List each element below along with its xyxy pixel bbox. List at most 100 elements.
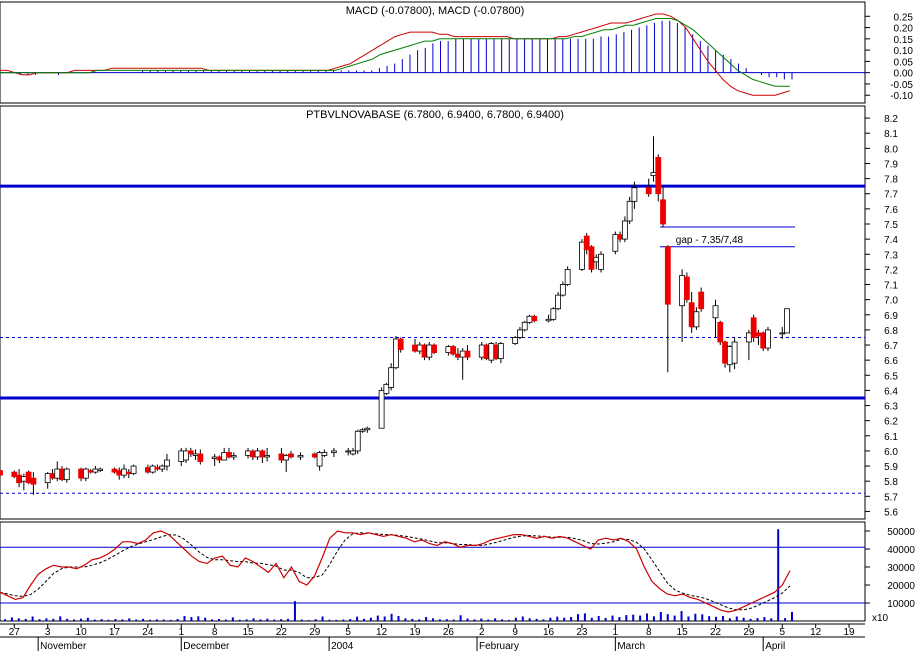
candle-body xyxy=(612,234,619,252)
volume-bar xyxy=(45,618,48,621)
volume-bar xyxy=(79,618,82,621)
price-y-tick-label: 6.7 xyxy=(884,341,898,352)
volume-bar xyxy=(135,619,138,621)
macd-signal-line xyxy=(0,18,790,87)
volume-bar xyxy=(673,615,676,621)
candle-body xyxy=(784,308,790,334)
candle-body xyxy=(121,468,127,476)
price-frame xyxy=(0,105,866,520)
candle-body xyxy=(645,187,652,195)
volume-bar xyxy=(66,618,69,621)
volume-bar xyxy=(349,619,352,621)
volume-bar xyxy=(473,619,476,621)
candle-body xyxy=(144,467,151,473)
candle-body xyxy=(221,452,228,461)
volume-bar xyxy=(314,619,317,621)
month-label: 2004 xyxy=(331,641,354,652)
price-y-tick-label: 6.2 xyxy=(884,417,898,428)
oscillator-line xyxy=(0,530,791,613)
volume-bar xyxy=(721,615,724,621)
volume-bar xyxy=(321,616,324,621)
candle-body xyxy=(359,429,366,432)
candle-body xyxy=(354,430,361,452)
candle-body xyxy=(283,455,290,461)
volume-bar xyxy=(480,618,483,621)
price-y-tick-label: 6.4 xyxy=(884,386,898,397)
volume-bar xyxy=(169,619,172,621)
candle-body xyxy=(59,468,65,481)
volume-bar xyxy=(687,616,690,621)
volume-bar xyxy=(418,619,421,621)
candle-body xyxy=(445,346,452,353)
candle-body xyxy=(731,341,738,364)
day-tick-label: 12 xyxy=(376,627,388,638)
volume-bar xyxy=(17,618,20,621)
volume-bar xyxy=(287,618,290,621)
volume-bar xyxy=(701,614,704,621)
macd-y-tick-label: 0.20 xyxy=(894,24,914,35)
candle-body xyxy=(278,453,285,461)
month-labels: November December 2004 February March April xyxy=(37,637,785,652)
macd-y-tick-label: -0.10 xyxy=(890,91,913,102)
volume-y-tick-label: 20000 xyxy=(887,581,915,592)
candle-body xyxy=(397,338,404,350)
volume-bar xyxy=(73,619,76,621)
candle-body xyxy=(388,367,395,388)
volume-bar xyxy=(252,618,255,621)
volume-bar xyxy=(238,619,241,621)
volume-bar xyxy=(597,615,600,621)
volume-bar xyxy=(625,615,628,621)
candle-body xyxy=(497,343,504,360)
volume-unit-label: x10 xyxy=(872,613,889,624)
volume-bar xyxy=(604,617,607,621)
day-tick-label: 22 xyxy=(710,627,722,638)
candle-body xyxy=(488,343,495,361)
macd-frame xyxy=(0,1,866,104)
month-label: November xyxy=(40,641,87,652)
day-tick-label: 27 xyxy=(9,627,21,638)
month-label: February xyxy=(479,641,519,652)
candle-body xyxy=(249,450,256,458)
candle-body xyxy=(159,465,166,470)
volume-bar xyxy=(376,615,379,621)
candle-body xyxy=(82,468,89,479)
candle-body xyxy=(383,383,390,394)
candle-body xyxy=(350,450,356,455)
price-y-tick-label: 8.0 xyxy=(884,144,898,155)
candle-body xyxy=(688,302,695,328)
volume-bar xyxy=(411,618,414,621)
candle-body xyxy=(211,456,218,459)
day-tick-label: 12 xyxy=(810,627,822,638)
volume-bar xyxy=(190,617,193,621)
candle-body xyxy=(264,455,271,458)
candle-body xyxy=(11,471,18,478)
candle-body xyxy=(455,353,461,358)
candle-body xyxy=(512,337,519,344)
day-tick-label: 3 xyxy=(45,627,51,638)
day-tick-label: 2 xyxy=(479,627,485,638)
day-tick-label: 5 xyxy=(779,627,785,638)
volume-bar xyxy=(356,616,359,621)
candle-body xyxy=(87,470,94,473)
volume-bar xyxy=(590,617,593,621)
price-title: PTBVLNOVABASE (6.7800, 6.9400, 6.7800, 6… xyxy=(306,109,564,121)
candle-body xyxy=(311,453,318,458)
volume-bar xyxy=(425,617,428,621)
candle-body xyxy=(192,453,199,456)
macd-y-tick-label: 0.25 xyxy=(894,12,914,23)
volume-bar xyxy=(307,620,310,621)
candle-body xyxy=(664,246,671,305)
volume-bar xyxy=(494,618,497,621)
candle-body xyxy=(517,329,523,338)
volume-bar xyxy=(397,615,400,621)
candle-body xyxy=(254,450,261,458)
candle-body xyxy=(588,246,595,270)
day-tick-label: 17 xyxy=(109,627,121,638)
volume-bar xyxy=(570,617,573,621)
volume-bar xyxy=(335,619,338,621)
volume-bar xyxy=(162,619,165,621)
day-ticks: 27 3 10 17 24 1 8 15 22 29 5 12 19 26 2 9 16 23 1 8 15 22 29 5 1… xyxy=(9,624,855,638)
candle-body xyxy=(583,235,590,251)
